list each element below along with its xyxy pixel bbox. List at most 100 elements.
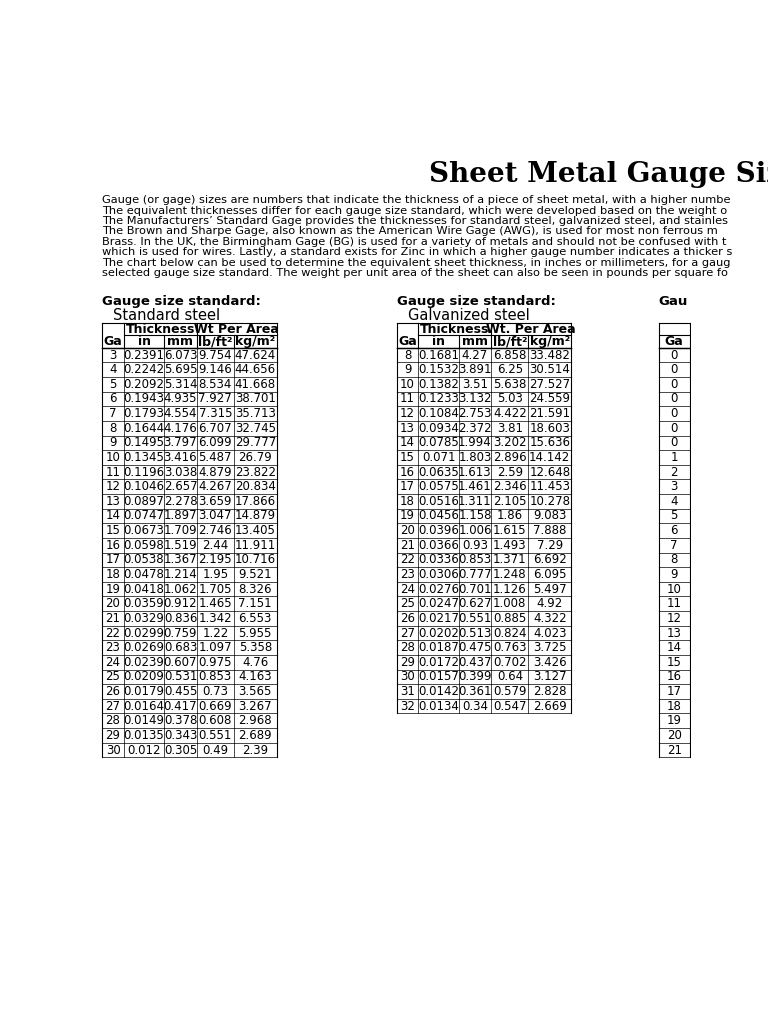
Text: 0.64: 0.64 (497, 671, 523, 683)
Text: Brass. In the UK, the Birmingham Gage (BG) is used for a variety of metals and s: Brass. In the UK, the Birmingham Gage (B… (102, 237, 727, 247)
Text: 21: 21 (105, 612, 121, 625)
Text: Thickness: Thickness (126, 323, 195, 336)
Text: 25: 25 (400, 597, 415, 610)
Text: 4.176: 4.176 (164, 422, 197, 434)
Text: Galvanized steel: Galvanized steel (408, 307, 529, 323)
Text: 30: 30 (400, 671, 415, 683)
Text: 20: 20 (400, 524, 415, 538)
Text: 30.514: 30.514 (529, 364, 570, 376)
Text: 1.006: 1.006 (458, 524, 492, 538)
Text: 0.0785: 0.0785 (418, 436, 459, 450)
Text: 6.692: 6.692 (533, 553, 567, 566)
Text: 7: 7 (670, 539, 678, 552)
Text: Gauge (or gage) sizes are numbers that indicate the thickness of a piece of shee: Gauge (or gage) sizes are numbers that i… (102, 196, 730, 205)
Text: 22: 22 (400, 553, 415, 566)
Text: 0.0635: 0.0635 (418, 466, 459, 478)
Text: 3.127: 3.127 (533, 671, 567, 683)
Text: 0.305: 0.305 (164, 743, 197, 757)
Text: 14: 14 (667, 641, 682, 654)
Text: 0.702: 0.702 (493, 655, 527, 669)
Text: 19: 19 (667, 715, 682, 727)
Text: 1.158: 1.158 (458, 510, 492, 522)
Text: 3.51: 3.51 (462, 378, 488, 391)
Text: 8: 8 (670, 553, 678, 566)
Text: 0.0329: 0.0329 (124, 612, 164, 625)
Text: 0.759: 0.759 (164, 627, 197, 640)
Text: Ga: Ga (104, 335, 122, 348)
Text: 23: 23 (106, 641, 121, 654)
Text: 0.0217: 0.0217 (418, 612, 459, 625)
Text: 33.482: 33.482 (529, 348, 570, 361)
Text: 10.716: 10.716 (235, 553, 276, 566)
Text: 0.0478: 0.0478 (124, 568, 164, 581)
Text: 27: 27 (105, 699, 121, 713)
Text: 0.399: 0.399 (458, 671, 492, 683)
Text: 44.656: 44.656 (235, 364, 276, 376)
Text: 38.701: 38.701 (235, 392, 276, 406)
Text: 0.2092: 0.2092 (124, 378, 164, 391)
Text: 0.455: 0.455 (164, 685, 197, 698)
Text: 29: 29 (105, 729, 121, 742)
Text: 0.579: 0.579 (493, 685, 527, 698)
Text: Standard steel: Standard steel (113, 307, 220, 323)
Text: 0.417: 0.417 (164, 699, 197, 713)
Text: 0.513: 0.513 (458, 627, 492, 640)
Text: 7: 7 (109, 408, 117, 420)
Text: 41.668: 41.668 (235, 378, 276, 391)
Text: 28: 28 (106, 715, 121, 727)
Text: 31: 31 (400, 685, 415, 698)
Text: 0.0299: 0.0299 (124, 627, 164, 640)
Text: 0.0134: 0.0134 (418, 699, 459, 713)
Text: 0.0276: 0.0276 (418, 583, 459, 596)
Text: 1.22: 1.22 (202, 627, 228, 640)
Text: Gauge size standard:: Gauge size standard: (397, 295, 555, 308)
Text: 0.0336: 0.0336 (418, 553, 459, 566)
Text: 11: 11 (667, 597, 682, 610)
Text: 2.746: 2.746 (198, 524, 232, 538)
Text: 3.416: 3.416 (164, 451, 197, 464)
Text: 15: 15 (106, 524, 121, 538)
Text: 6.099: 6.099 (199, 436, 232, 450)
Text: Sheet Metal Gauge Size Ch: Sheet Metal Gauge Size Ch (429, 161, 768, 187)
Text: 17: 17 (667, 685, 682, 698)
Text: 18: 18 (667, 699, 681, 713)
Text: 26: 26 (105, 685, 121, 698)
Text: 4.267: 4.267 (198, 480, 232, 494)
Text: 0.0202: 0.0202 (418, 627, 459, 640)
Text: Wt Per Area: Wt Per Area (194, 323, 279, 336)
Text: 5.497: 5.497 (533, 583, 567, 596)
Text: 2.278: 2.278 (164, 495, 197, 508)
Text: 7.151: 7.151 (238, 597, 272, 610)
Text: 11.453: 11.453 (529, 480, 571, 494)
Text: 0.93: 0.93 (462, 539, 488, 552)
Text: 47.624: 47.624 (235, 348, 276, 361)
Text: 0.1681: 0.1681 (418, 348, 459, 361)
Text: 32.745: 32.745 (235, 422, 276, 434)
Text: 1.465: 1.465 (199, 597, 232, 610)
Text: 3.267: 3.267 (238, 699, 272, 713)
Text: 0.378: 0.378 (164, 715, 197, 727)
Text: 27.527: 27.527 (529, 378, 571, 391)
Text: 5.695: 5.695 (164, 364, 197, 376)
Text: 0: 0 (670, 392, 678, 406)
Text: 8: 8 (404, 348, 411, 361)
Text: 16: 16 (400, 466, 415, 478)
Text: 0.0209: 0.0209 (124, 671, 164, 683)
Text: 0.012: 0.012 (127, 743, 161, 757)
Text: 15: 15 (667, 655, 681, 669)
Text: kg/m²: kg/m² (530, 335, 570, 348)
Text: Wt. Per Area: Wt. Per Area (486, 323, 576, 336)
Text: 27: 27 (400, 627, 415, 640)
Text: 6.553: 6.553 (239, 612, 272, 625)
Text: in: in (137, 335, 151, 348)
Text: 14: 14 (400, 436, 415, 450)
Text: 4: 4 (670, 495, 678, 508)
Text: 5.03: 5.03 (497, 392, 523, 406)
Text: 6.707: 6.707 (199, 422, 232, 434)
Text: 1.493: 1.493 (493, 539, 527, 552)
Text: 5: 5 (670, 510, 678, 522)
Text: 0: 0 (670, 436, 678, 450)
Text: 11: 11 (400, 392, 415, 406)
Text: 18: 18 (400, 495, 415, 508)
Text: 2.195: 2.195 (199, 553, 232, 566)
